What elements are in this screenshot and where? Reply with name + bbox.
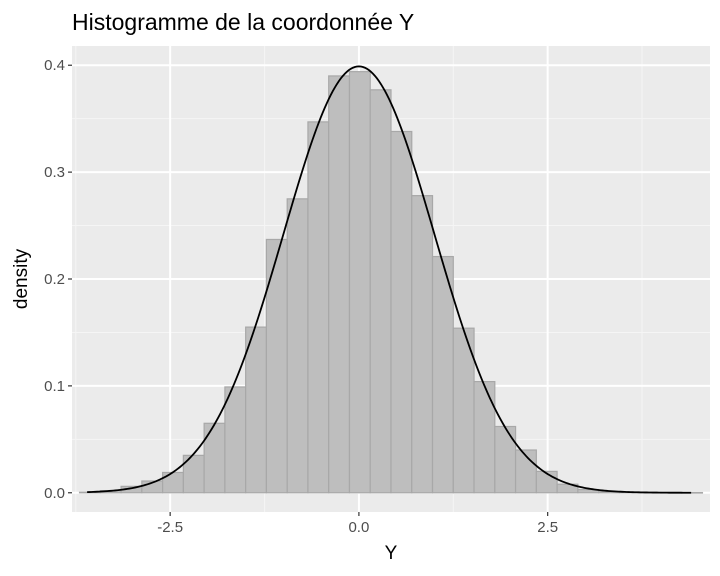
histogram-bar bbox=[307, 121, 330, 494]
y-axis-title: density bbox=[11, 248, 32, 309]
histogram-bar bbox=[203, 422, 226, 494]
y-tick-label: 0.4 bbox=[44, 57, 65, 74]
y-tick-label: 0.3 bbox=[44, 164, 65, 181]
y-tick-label: 0.1 bbox=[44, 378, 65, 395]
y-axis-ticks: 0.0 0.1 0.2 0.3 0.4 bbox=[44, 57, 72, 502]
histogram-bar bbox=[265, 238, 288, 494]
chart-title: Histogramme de la coordonnée Y bbox=[72, 9, 414, 35]
histogram-bar bbox=[431, 255, 454, 494]
histogram-bar bbox=[535, 470, 558, 494]
y-tick-label: 0.2 bbox=[44, 271, 65, 288]
histogram-bars bbox=[78, 71, 704, 494]
x-tick-label: 0.0 bbox=[348, 519, 369, 536]
x-axis-title: Y bbox=[385, 543, 398, 564]
histogram-bar bbox=[473, 381, 496, 494]
x-tick-label: -2.5 bbox=[157, 519, 183, 536]
histogram-bar bbox=[224, 386, 247, 494]
histogram-bar bbox=[494, 425, 517, 494]
y-tick-label: 0.0 bbox=[44, 485, 65, 502]
density-curve bbox=[87, 65, 692, 494]
histogram-bar bbox=[162, 471, 184, 494]
histogram-bar bbox=[369, 89, 392, 494]
histogram-bar bbox=[348, 71, 371, 494]
x-axis-ticks: -2.5 0.0 2.5 bbox=[157, 512, 558, 536]
histogram-bar bbox=[411, 195, 434, 494]
x-tick-label: 2.5 bbox=[537, 519, 558, 536]
histogram-bar bbox=[328, 75, 351, 494]
histogram-bar bbox=[390, 130, 413, 494]
histogram-bar bbox=[286, 198, 309, 494]
histogram-bar bbox=[245, 326, 268, 494]
